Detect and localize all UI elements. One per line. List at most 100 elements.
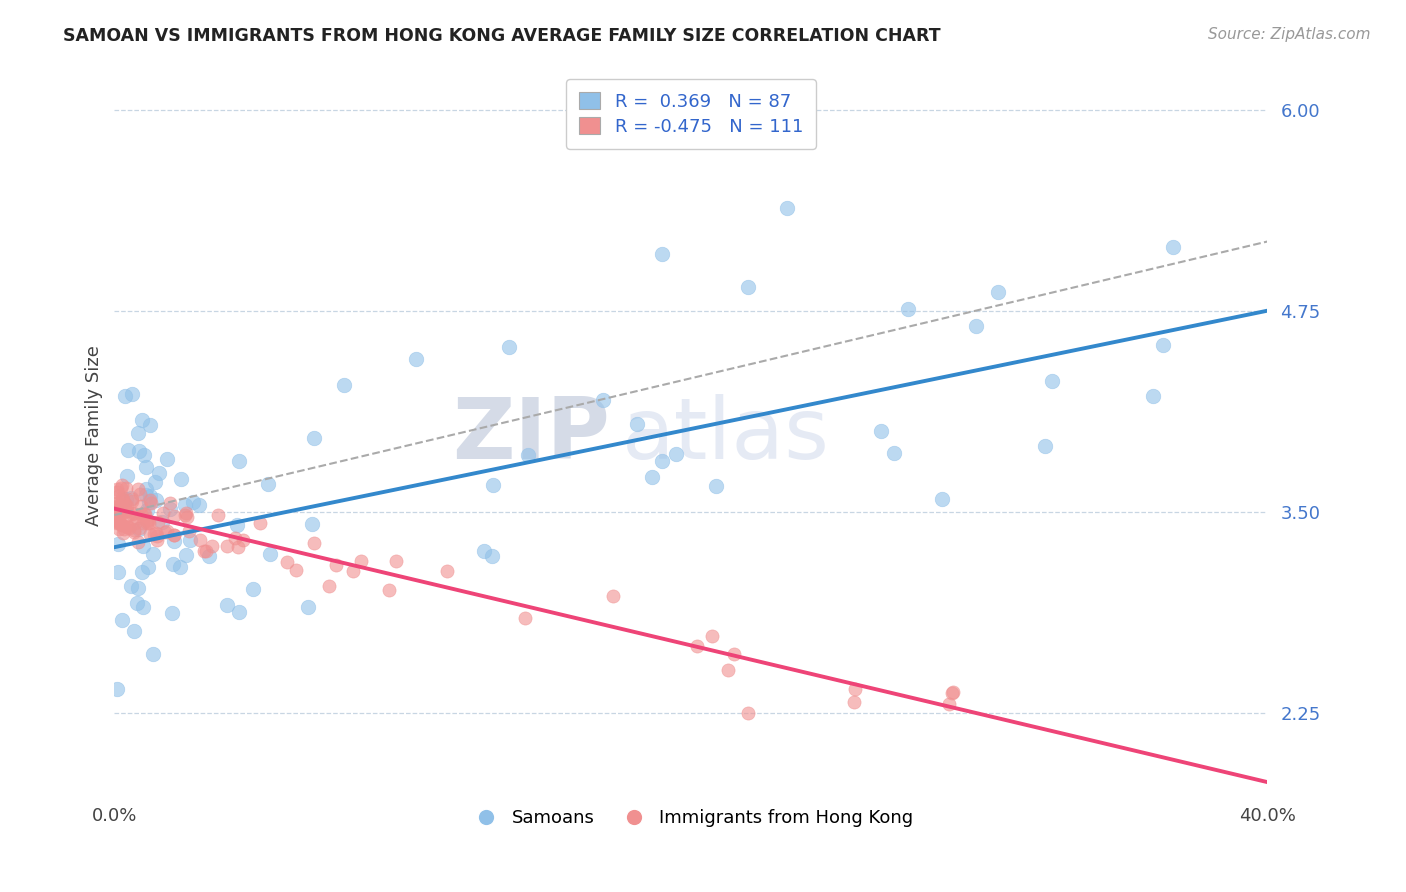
Point	[188, 533, 211, 548]
Point	[146, 533, 169, 548]
Point	[179, 524, 201, 538]
Text: SAMOAN VS IMMIGRANTS FROM HONG KONG AVERAGE FAMILY SIZE CORRELATION CHART: SAMOAN VS IMMIGRANTS FROM HONG KONG AVER…	[63, 27, 941, 45]
Point	[131, 413, 153, 427]
Point	[169, 560, 191, 574]
Point	[145, 526, 167, 541]
Point	[131, 565, 153, 579]
Point	[217, 598, 239, 612]
Point	[128, 443, 150, 458]
Point	[110, 501, 132, 516]
Point	[120, 579, 142, 593]
Point	[135, 482, 157, 496]
Point	[232, 533, 254, 547]
Point	[139, 489, 162, 503]
Point	[242, 582, 264, 596]
Point	[127, 511, 149, 525]
Point	[134, 448, 156, 462]
Point	[737, 706, 759, 720]
Point	[121, 386, 143, 401]
Point	[111, 526, 134, 541]
Point	[122, 624, 145, 638]
Point	[702, 628, 724, 642]
Point	[176, 549, 198, 563]
Point	[226, 517, 249, 532]
Point	[142, 647, 165, 661]
Point	[135, 460, 157, 475]
Point	[105, 508, 128, 522]
Point	[249, 516, 271, 530]
Point	[125, 595, 148, 609]
Point	[143, 527, 166, 541]
Point	[128, 522, 150, 536]
Point	[987, 285, 1010, 300]
Point	[136, 559, 159, 574]
Point	[127, 425, 149, 440]
Point	[641, 469, 664, 483]
Point	[111, 501, 134, 516]
Point	[159, 502, 181, 516]
Point	[602, 589, 624, 603]
Point	[179, 533, 201, 548]
Point	[162, 534, 184, 549]
Point	[665, 446, 688, 460]
Point	[115, 519, 138, 533]
Point	[105, 499, 128, 513]
Point	[107, 502, 129, 516]
Point	[120, 491, 142, 505]
Point	[481, 478, 503, 492]
Point	[127, 581, 149, 595]
Point	[931, 492, 953, 507]
Point	[869, 424, 891, 438]
Point	[139, 493, 162, 508]
Point	[105, 495, 128, 509]
Point	[111, 490, 134, 504]
Point	[146, 515, 169, 529]
Y-axis label: Average Family Size: Average Family Size	[86, 345, 103, 525]
Point	[193, 544, 215, 558]
Point	[187, 498, 209, 512]
Point	[333, 377, 356, 392]
Point	[228, 605, 250, 619]
Point	[152, 507, 174, 521]
Point	[1142, 389, 1164, 403]
Point	[105, 504, 128, 518]
Point	[117, 508, 139, 523]
Point	[135, 487, 157, 501]
Point	[472, 544, 495, 558]
Point	[136, 516, 159, 530]
Point	[121, 507, 143, 521]
Point	[146, 529, 169, 543]
Point	[122, 524, 145, 539]
Point	[138, 516, 160, 530]
Point	[117, 520, 139, 534]
Point	[173, 508, 195, 522]
Point	[517, 448, 540, 462]
Point	[121, 493, 143, 508]
Point	[163, 528, 186, 542]
Point	[111, 517, 134, 532]
Point	[128, 521, 150, 535]
Point	[105, 482, 128, 496]
Point	[723, 647, 745, 661]
Point	[143, 475, 166, 490]
Point	[626, 417, 648, 432]
Point	[107, 522, 129, 536]
Point	[115, 491, 138, 506]
Point	[651, 247, 673, 261]
Point	[883, 446, 905, 460]
Point	[842, 695, 865, 709]
Point	[142, 547, 165, 561]
Point	[139, 417, 162, 432]
Point	[129, 508, 152, 522]
Point	[132, 507, 155, 521]
Point	[498, 340, 520, 354]
Point	[118, 521, 141, 535]
Point	[1161, 240, 1184, 254]
Point	[110, 482, 132, 496]
Point	[717, 663, 740, 677]
Point	[114, 389, 136, 403]
Point	[226, 540, 249, 554]
Point	[136, 502, 159, 516]
Point	[704, 479, 727, 493]
Legend: Samoans, Immigrants from Hong Kong: Samoans, Immigrants from Hong Kong	[461, 802, 921, 834]
